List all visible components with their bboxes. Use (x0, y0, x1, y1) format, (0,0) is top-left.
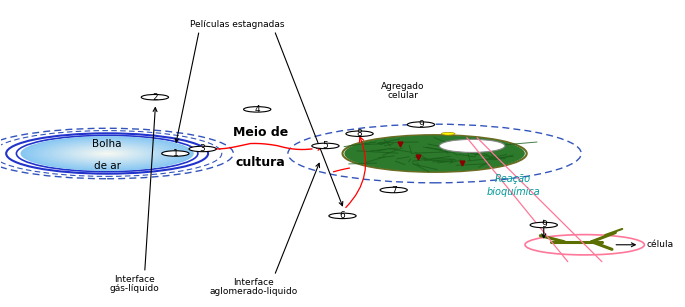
Ellipse shape (408, 122, 434, 127)
Text: Reação: Reação (495, 174, 531, 185)
Ellipse shape (94, 151, 120, 156)
Ellipse shape (84, 149, 131, 158)
Ellipse shape (45, 141, 170, 166)
Ellipse shape (71, 146, 144, 161)
Ellipse shape (380, 187, 408, 193)
Text: Bolha: Bolha (92, 139, 122, 150)
Ellipse shape (99, 152, 116, 155)
Text: 4: 4 (254, 105, 260, 114)
Ellipse shape (58, 144, 157, 163)
Ellipse shape (40, 140, 174, 167)
Text: Interface: Interface (234, 278, 274, 287)
Ellipse shape (49, 142, 166, 165)
Text: Películas estagnadas: Películas estagnadas (190, 20, 284, 29)
Ellipse shape (530, 222, 558, 228)
Ellipse shape (312, 143, 339, 149)
Ellipse shape (439, 139, 505, 153)
Ellipse shape (47, 142, 168, 165)
Ellipse shape (32, 138, 183, 169)
Ellipse shape (244, 107, 271, 112)
Ellipse shape (73, 146, 142, 161)
Ellipse shape (103, 153, 112, 154)
Text: 7: 7 (390, 185, 397, 195)
Ellipse shape (101, 152, 114, 155)
Ellipse shape (36, 139, 179, 168)
Ellipse shape (68, 146, 146, 161)
Text: Interface: Interface (114, 275, 155, 284)
Text: célula: célula (646, 240, 673, 249)
Ellipse shape (25, 137, 190, 170)
Ellipse shape (162, 151, 189, 156)
Text: aglomerado-liquido: aglomerado-liquido (210, 287, 298, 297)
Ellipse shape (141, 95, 169, 100)
Ellipse shape (51, 142, 164, 165)
Text: 3: 3 (200, 144, 206, 154)
Ellipse shape (189, 146, 216, 152)
Text: 9: 9 (541, 220, 547, 230)
Ellipse shape (525, 235, 645, 255)
Ellipse shape (53, 143, 161, 164)
Ellipse shape (77, 147, 138, 160)
Ellipse shape (97, 151, 118, 156)
Ellipse shape (29, 138, 185, 169)
Ellipse shape (345, 135, 525, 172)
Ellipse shape (105, 153, 110, 154)
Ellipse shape (329, 213, 356, 219)
Text: Meio de: Meio de (233, 126, 288, 139)
Text: 9: 9 (418, 120, 424, 129)
Ellipse shape (27, 138, 187, 169)
Text: de ar: de ar (94, 161, 121, 171)
Ellipse shape (21, 136, 194, 171)
Ellipse shape (75, 147, 140, 160)
Ellipse shape (62, 144, 153, 163)
Text: 1: 1 (173, 149, 178, 158)
Ellipse shape (34, 139, 181, 168)
Ellipse shape (86, 149, 129, 158)
Ellipse shape (90, 150, 125, 157)
Ellipse shape (42, 141, 172, 166)
Ellipse shape (88, 150, 127, 157)
Ellipse shape (66, 145, 148, 162)
Ellipse shape (81, 148, 133, 159)
Ellipse shape (441, 132, 455, 135)
Ellipse shape (38, 140, 177, 167)
Text: gás-líquido: gás-líquido (110, 284, 160, 293)
Ellipse shape (92, 150, 123, 157)
Ellipse shape (346, 131, 373, 136)
Text: bioquímica: bioquímica (486, 186, 540, 197)
Ellipse shape (60, 144, 155, 163)
Text: 5: 5 (323, 142, 328, 150)
Text: 8: 8 (357, 129, 362, 138)
Text: 6: 6 (340, 211, 345, 220)
Ellipse shape (55, 143, 159, 164)
Text: celular: celular (387, 91, 418, 100)
Ellipse shape (23, 137, 192, 170)
Text: cultura: cultura (236, 156, 286, 169)
Text: Agregado: Agregado (381, 82, 424, 91)
Ellipse shape (79, 148, 136, 159)
Ellipse shape (64, 145, 151, 162)
Text: 2: 2 (152, 93, 158, 102)
